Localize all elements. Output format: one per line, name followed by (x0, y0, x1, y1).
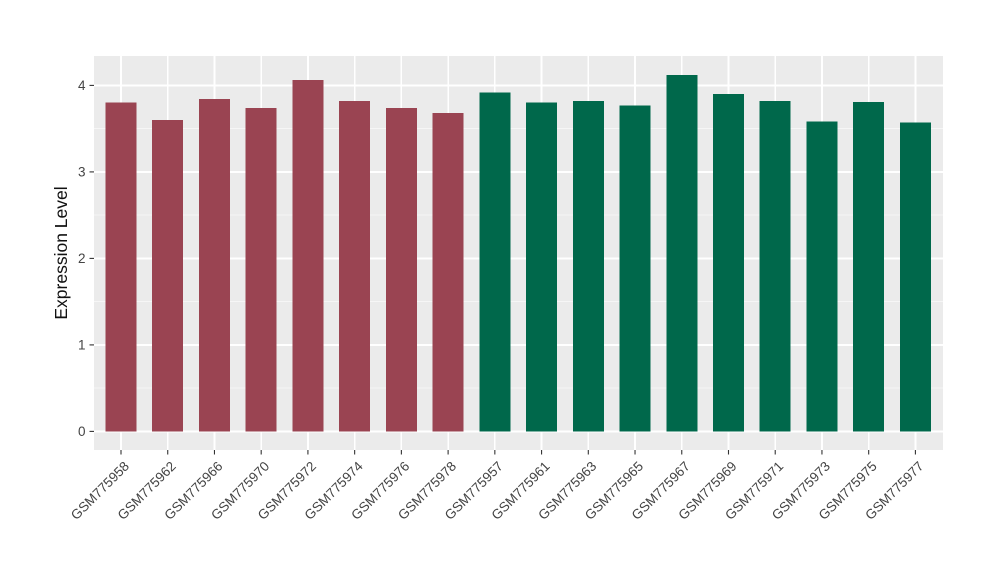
y-axis-title: Expression Level (51, 186, 71, 319)
bar-GSM775966 (199, 99, 230, 432)
y-tick-label: 3 (78, 164, 86, 179)
bar-GSM775971 (759, 101, 791, 432)
bar-GSM775965 (619, 105, 651, 432)
bar-GSM775974 (339, 101, 371, 432)
bar-GSM775973 (806, 121, 838, 432)
bar-GSM775972 (292, 80, 324, 432)
y-tick-label: 0 (78, 424, 86, 439)
y-tick-label: 1 (78, 337, 86, 352)
bar-GSM775962 (152, 120, 184, 432)
bar-GSM775963 (572, 101, 604, 432)
bar-GSM775967 (666, 75, 698, 432)
bar-GSM775969 (713, 94, 744, 432)
bar-GSM775957 (479, 92, 511, 432)
bar-GSM775961 (526, 102, 558, 432)
bar-GSM775976 (385, 107, 417, 432)
bar-GSM775958 (105, 102, 137, 432)
plot-panel (94, 56, 943, 450)
y-tick-label: 2 (78, 251, 86, 266)
y-tick-label: 4 (78, 78, 86, 93)
bar-GSM775978 (432, 113, 464, 432)
bar-GSM775977 (899, 122, 931, 432)
bar-GSM775970 (245, 107, 277, 432)
bar-GSM775975 (853, 101, 885, 432)
